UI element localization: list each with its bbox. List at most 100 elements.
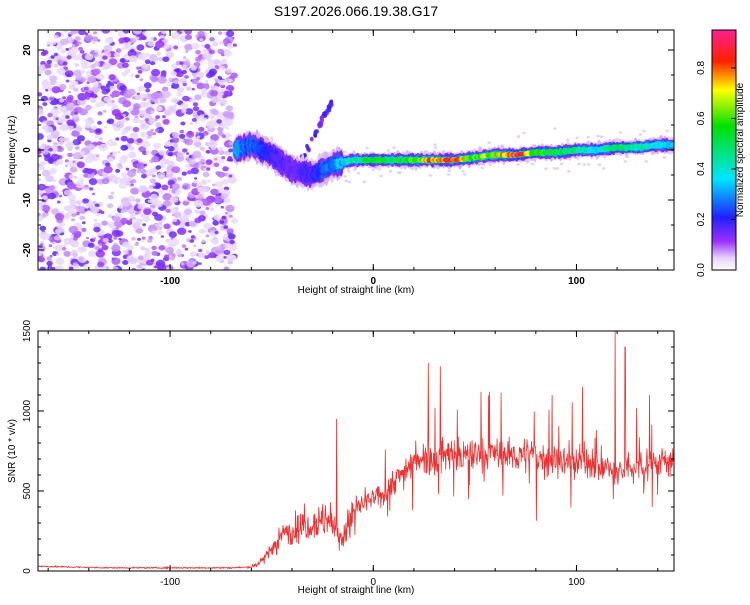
sparse-noise	[599, 135, 604, 138]
noise-blob	[210, 134, 220, 142]
noise-blob	[163, 200, 171, 207]
noise-blob	[129, 37, 137, 43]
noise-blob	[45, 175, 54, 182]
noise-blob	[176, 86, 184, 93]
noise-blob	[87, 76, 97, 84]
noise-blob	[60, 49, 66, 54]
noise-blob	[119, 85, 127, 92]
noise-blob	[170, 70, 177, 77]
noise-blob	[54, 163, 59, 167]
noise-blob	[186, 152, 190, 155]
colorbar-tick-label: 0.8	[696, 61, 707, 75]
noise-blob	[228, 78, 233, 83]
noise-blob	[95, 128, 102, 134]
noise-blob	[107, 157, 114, 163]
noise-blob	[86, 107, 91, 111]
noise-blob	[222, 38, 231, 45]
noise-blob	[179, 133, 186, 139]
streak-blob	[315, 129, 319, 134]
noise-blob	[198, 252, 205, 258]
noise-blob	[83, 173, 89, 178]
sparse-noise	[575, 136, 579, 140]
noise-blob	[216, 119, 223, 124]
noise-blob	[88, 250, 97, 258]
x-tick-label: 0	[370, 577, 376, 588]
sparse-noise	[614, 137, 619, 141]
streak-blob	[306, 146, 310, 152]
noise-blob	[117, 31, 125, 38]
noise-blob	[176, 151, 184, 158]
noise-blob	[142, 216, 151, 223]
noise-blob	[97, 261, 105, 268]
noise-blob	[221, 58, 227, 63]
noise-blob	[46, 256, 53, 261]
noise-blob	[134, 36, 140, 40]
noise-blob	[131, 267, 136, 270]
noise-blob	[184, 199, 189, 202]
noise-blob	[138, 210, 143, 214]
noise-blob	[137, 237, 141, 241]
noise-blob	[39, 266, 46, 270]
noise-blob	[63, 250, 71, 257]
noise-blob	[41, 64, 46, 68]
noise-blob	[74, 146, 80, 150]
noise-blob	[209, 37, 215, 42]
noise-blob	[155, 115, 161, 120]
noise-blob	[122, 114, 126, 117]
noise-blob	[141, 173, 147, 179]
sparse-noise	[347, 180, 352, 184]
noise-blob	[210, 207, 215, 211]
noise-blob	[214, 78, 218, 81]
noise-blob	[166, 170, 171, 175]
noise-blob	[202, 198, 212, 206]
noise-blob	[117, 81, 121, 85]
noise-blob	[203, 222, 212, 230]
noise-blob	[198, 262, 202, 265]
noise-blob	[140, 246, 146, 251]
noise-blob	[176, 92, 183, 97]
noise-blob	[106, 99, 116, 107]
noise-blob	[203, 167, 207, 171]
streak-blob	[313, 133, 318, 138]
noise-blob	[91, 85, 100, 93]
noise-blob	[202, 52, 212, 60]
sparse-noise	[623, 160, 628, 163]
noise-blob	[225, 132, 232, 138]
noise-blob	[108, 58, 118, 66]
noise-blob	[121, 154, 129, 161]
noise-blob	[74, 36, 81, 42]
noise-blob	[89, 187, 94, 191]
noise-blob	[174, 68, 180, 73]
noise-blob	[202, 130, 209, 136]
noise-blob	[209, 90, 219, 97]
noise-blob	[62, 96, 67, 100]
figure-title: S197.2026.066.19.38.G17	[274, 3, 438, 19]
noise-blob	[129, 180, 134, 184]
noise-blob	[110, 151, 118, 157]
noise-blob	[107, 80, 111, 84]
noise-blob	[170, 256, 175, 261]
noise-blob	[164, 141, 171, 147]
noise-blob	[204, 50, 209, 55]
noise-blob	[52, 245, 57, 249]
sparse-noise	[379, 174, 383, 178]
noise-blob	[102, 55, 108, 60]
noise-blob	[228, 233, 236, 240]
noise-blob	[151, 155, 160, 163]
noise-blob	[188, 220, 197, 228]
noise-blob	[181, 262, 185, 266]
noise-blob	[93, 68, 101, 75]
noise-blob	[148, 235, 153, 240]
noise-blob	[84, 208, 88, 212]
noise-blob	[71, 130, 80, 137]
sparse-noise	[586, 163, 591, 166]
noise-blob	[74, 175, 78, 179]
noise-blob	[103, 65, 107, 69]
sparse-noise	[662, 156, 666, 159]
noise-blob	[190, 235, 195, 239]
noise-blob	[104, 37, 113, 44]
noise-blob	[135, 241, 139, 245]
noise-blob	[139, 111, 146, 117]
